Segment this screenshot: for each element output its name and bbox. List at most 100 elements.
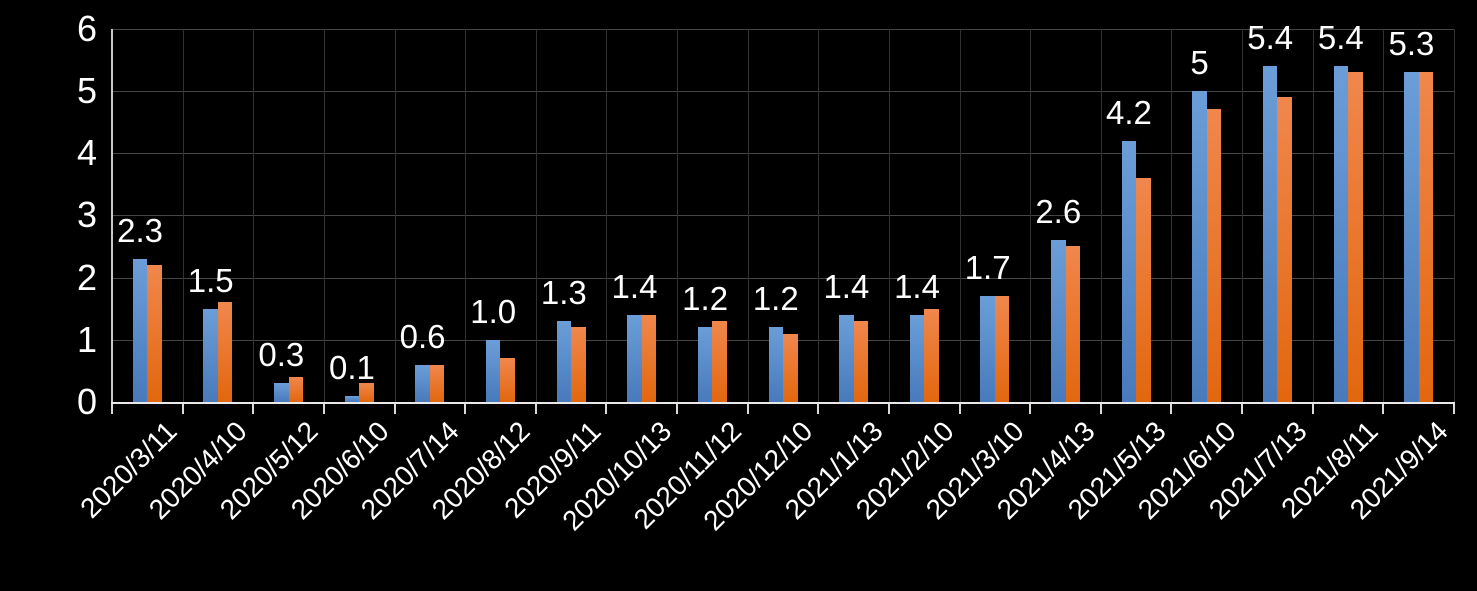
bar-series1 (1262, 65, 1278, 402)
bar-series1 (1333, 65, 1349, 402)
v-gridline (818, 28, 820, 402)
bar-series1 (485, 339, 501, 402)
x-tick-mark (393, 404, 396, 414)
bar-series2 (994, 296, 1010, 402)
y-axis-label: 6 (76, 7, 97, 49)
h-gridline (112, 90, 1454, 92)
data-label: 5.4 (1317, 18, 1364, 56)
v-gridline (465, 28, 467, 402)
bar-series2 (500, 358, 515, 402)
bar-series2 (288, 377, 304, 402)
v-gridline (1242, 28, 1244, 402)
x-tick-mark (1029, 404, 1032, 414)
bar-series1 (839, 314, 854, 402)
v-gridline (323, 28, 325, 402)
x-tick-mark (1099, 404, 1102, 414)
x-tick-mark (111, 404, 113, 414)
v-gridline (253, 28, 255, 402)
bar-series2 (924, 308, 939, 402)
data-label: 5.4 (1247, 18, 1294, 56)
x-tick-mark (746, 404, 749, 414)
bar-series2 (1418, 72, 1434, 402)
bar-series1 (556, 321, 572, 402)
data-label: 1.3 (540, 274, 587, 312)
bar-series1 (909, 314, 925, 402)
x-tick-mark (181, 404, 184, 414)
bar-series2 (783, 333, 798, 402)
data-label: 1.0 (470, 292, 517, 330)
h-gridline (112, 153, 1454, 154)
y-axis-label: 3 (76, 194, 97, 236)
bar-series1 (274, 383, 289, 402)
h-gridline (112, 277, 1454, 279)
data-label: 0.1 (329, 348, 375, 386)
data-label: 1.4 (611, 267, 658, 305)
y-axis-label: 0 (76, 381, 97, 422)
v-gridline (535, 28, 537, 402)
bar-series2 (1206, 109, 1222, 402)
x-tick-mark (958, 404, 961, 414)
bar-series1 (980, 296, 995, 402)
data-label: 1.2 (682, 280, 729, 318)
v-gridline (1100, 28, 1102, 402)
bar-series1 (1121, 140, 1137, 402)
x-tick-mark (605, 404, 608, 414)
x-tick-mark (817, 404, 820, 414)
bar-series2 (429, 364, 445, 402)
x-tick-mark (1241, 404, 1244, 414)
bar-series2 (1348, 72, 1363, 402)
bar-series2 (1065, 246, 1081, 402)
data-label: 1.4 (823, 267, 870, 305)
y-axis-label: 5 (76, 69, 97, 111)
bar-series1 (627, 314, 642, 402)
bar-series2 (147, 265, 162, 402)
bar-series1 (768, 327, 783, 402)
x-axis-line (111, 402, 1455, 404)
data-label: 1.5 (187, 261, 234, 299)
v-gridline (677, 28, 679, 402)
x-tick-mark (252, 404, 255, 414)
data-label: 4.2 (1105, 93, 1152, 131)
data-label: 5 (1190, 43, 1209, 81)
bar-series1 (344, 395, 360, 402)
bar-series2 (1136, 177, 1151, 402)
bar-series2 (641, 314, 657, 402)
v-gridline (1171, 28, 1173, 402)
bar-series2 (217, 302, 233, 402)
v-gridline (747, 28, 749, 402)
bar-series2 (359, 383, 374, 402)
x-tick-mark (1311, 404, 1314, 414)
v-gridline (1454, 28, 1455, 402)
v-gridline (1312, 28, 1314, 402)
bar-series2 (853, 321, 869, 402)
bar-series1 (132, 258, 148, 402)
x-tick-mark (1453, 404, 1455, 414)
data-label: 0.6 (399, 317, 446, 355)
bar-series2 (712, 321, 727, 402)
data-label: 1.2 (752, 280, 799, 318)
bar-series1 (415, 364, 430, 402)
y-axis-label: 1 (76, 318, 97, 360)
v-gridline (888, 28, 890, 402)
x-tick-mark (1170, 404, 1173, 414)
y-axis-label: 2 (76, 256, 97, 298)
x-tick-mark (1382, 404, 1385, 414)
bar-series1 (1051, 240, 1066, 402)
v-gridline (182, 28, 184, 402)
x-tick-mark (534, 404, 537, 414)
bar-series1 (697, 327, 713, 402)
x-tick-mark (887, 404, 890, 414)
bar-series2 (1277, 96, 1292, 402)
v-gridline (394, 28, 396, 402)
y-axis-line (111, 28, 113, 402)
data-label: 1.4 (894, 267, 940, 305)
v-gridline (606, 28, 608, 402)
bar-series2 (571, 327, 586, 402)
v-gridline (959, 28, 961, 402)
data-label: 2.3 (117, 211, 163, 249)
